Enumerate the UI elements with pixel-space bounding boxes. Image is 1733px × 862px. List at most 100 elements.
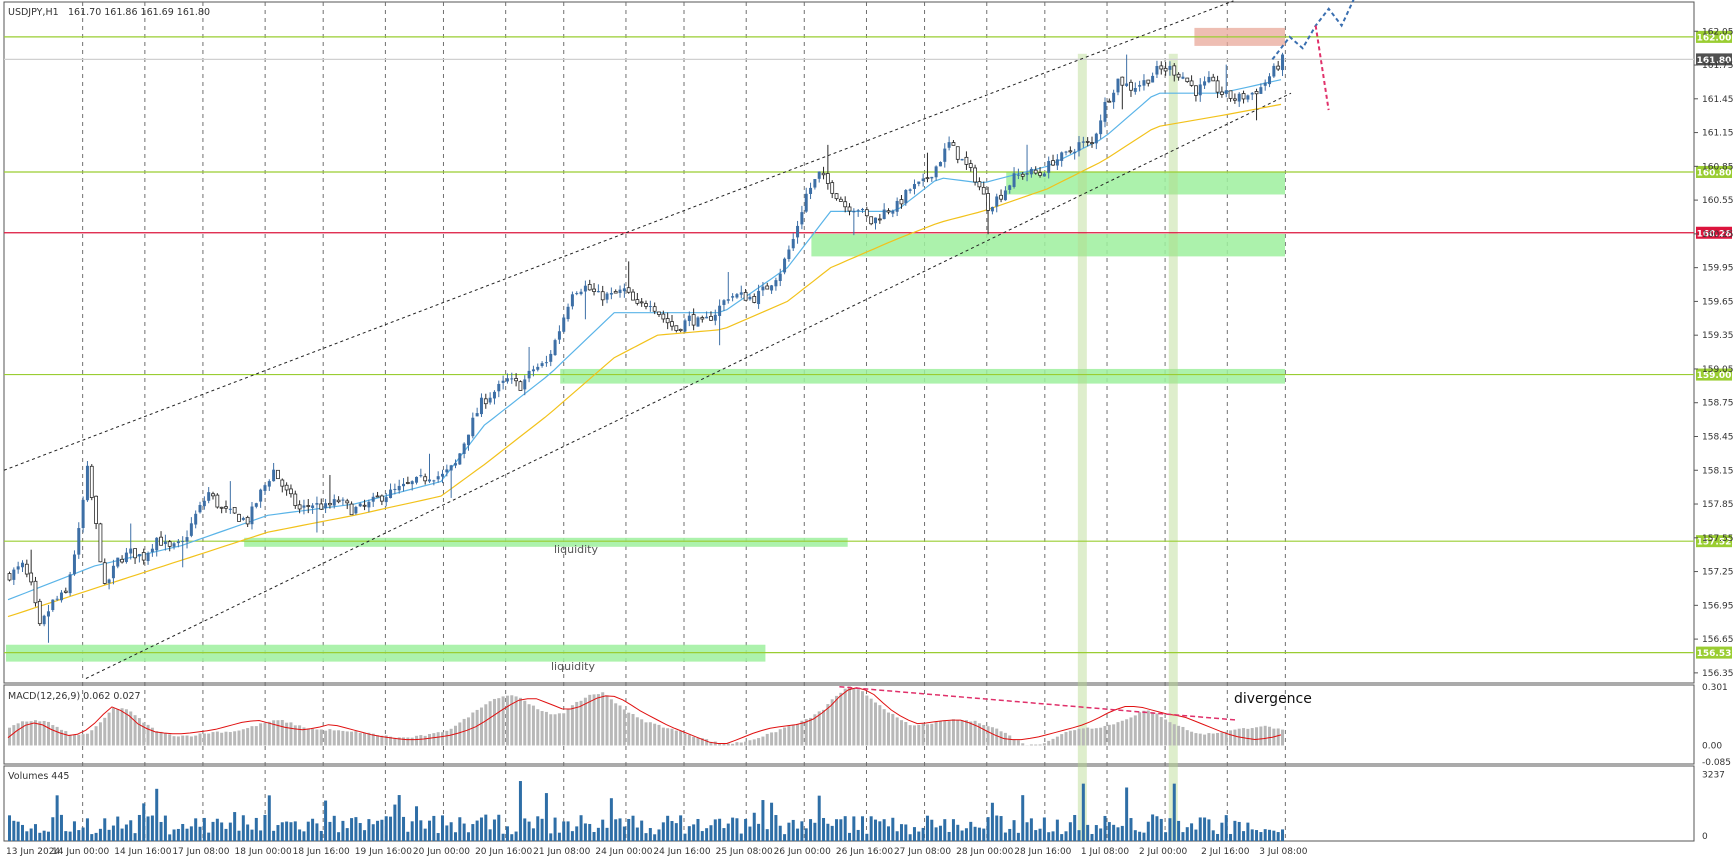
volume-bar [1116,827,1120,841]
macd-histogram-bar [1255,727,1259,746]
macd-histogram-bar [666,728,670,746]
macd-histogram-bar [735,742,739,746]
macd-histogram-bar [505,695,509,746]
macd-histogram-bar [826,704,830,746]
macd-histogram-bar [1172,724,1176,746]
macd-histogram-bar [120,708,124,746]
macd-histogram-bar [98,722,102,746]
volume-bar [562,821,566,841]
candle-body [1159,65,1164,70]
macd-histogram-bar [59,729,63,746]
candle-body [1016,174,1020,176]
volume-bar [1164,832,1168,841]
macd-histogram-bar [761,736,765,746]
volume-bar [1233,820,1237,841]
volume-bar [848,832,852,841]
level-tag [1696,646,1732,659]
macd-histogram-bar [1112,724,1116,746]
macd-histogram-bar [415,735,419,746]
volume-bar [1246,822,1250,841]
volume-bar [453,832,457,841]
volume-bar [380,819,384,841]
volume-bar [116,816,120,841]
level-tag [1696,53,1732,66]
volume-bar [1250,829,1254,841]
candle-body [1263,82,1267,86]
candle-body [1094,133,1098,144]
projection-up-path [1271,0,1355,61]
candle-body [852,210,856,213]
volume-bar [462,823,466,841]
macd-histogram-bar [492,698,496,746]
macd-histogram-bar [42,720,46,746]
candle-body [297,504,302,510]
candle-body [748,296,752,300]
macd-histogram-bar [891,713,895,746]
volume-bar [25,831,29,841]
candle-body [410,481,414,485]
volume-bar [345,828,349,841]
macd-histogram-bar [402,737,406,746]
macd-tick-label: -0.085 [1702,758,1731,768]
macd-histogram-bar [389,736,393,746]
volume-bar [1055,819,1059,841]
candle-body [137,554,141,557]
candle-body [328,502,332,506]
candle-body [861,208,865,211]
macd-histogram-bar [146,724,150,746]
macd-histogram-bar [1142,710,1146,746]
macd-histogram-bar [614,703,618,746]
macd-histogram-bar [1281,729,1285,746]
candle-body [683,320,687,332]
macd-histogram-bar [718,743,722,746]
macd-histogram-bar [938,720,942,746]
candle-body [1090,142,1094,145]
volume-bar [570,831,574,841]
macd-histogram-bar [1168,722,1172,746]
volume-bar [94,832,98,841]
macd-histogram-bar [267,721,271,746]
volume-bar [770,802,774,841]
volume-bar [856,829,860,841]
candle-body [895,200,899,212]
macd-histogram-bar [553,714,557,746]
candle-body [1008,185,1012,190]
volume-bar [176,828,180,841]
candle-body [432,480,436,482]
divergence-line [839,686,1238,721]
candle-body [1224,90,1228,94]
volume-bar [536,816,540,841]
macd-histogram-bar [592,694,596,746]
time-tick-label: 14 Jun 16:00 [114,847,171,857]
volume-bar [111,825,115,841]
candle-body [713,314,717,321]
candle-body [367,501,371,508]
candle-body [155,537,159,551]
macd-histogram-bar [501,696,505,746]
macd-histogram-bar [406,737,410,746]
volume-bar [1042,817,1046,841]
macd-histogram-bar [293,725,297,746]
volume-bar [718,818,722,841]
candle-body [55,598,59,600]
macd-histogram-bar [869,698,873,746]
macd-histogram-bar [986,726,990,746]
volume-bar [653,834,657,841]
macd-histogram-bar [683,733,687,746]
volume-bar [817,795,821,841]
time-tick-label: 20 Jun 00:00 [413,847,470,857]
volume-bar [666,815,670,841]
macd-histogram-bar [878,705,882,746]
macd-histogram-bar [661,727,665,746]
volume-bar [1281,829,1285,841]
volume-bar [956,824,960,841]
macd-histogram-bar [1250,728,1254,746]
candle-body [687,315,691,322]
candle-body [1003,190,1007,201]
volume-bar [306,821,310,841]
candle-body [181,541,185,543]
volume-bar [280,822,284,841]
macd-histogram-bar [726,743,730,746]
macd-histogram-bar [358,732,362,746]
